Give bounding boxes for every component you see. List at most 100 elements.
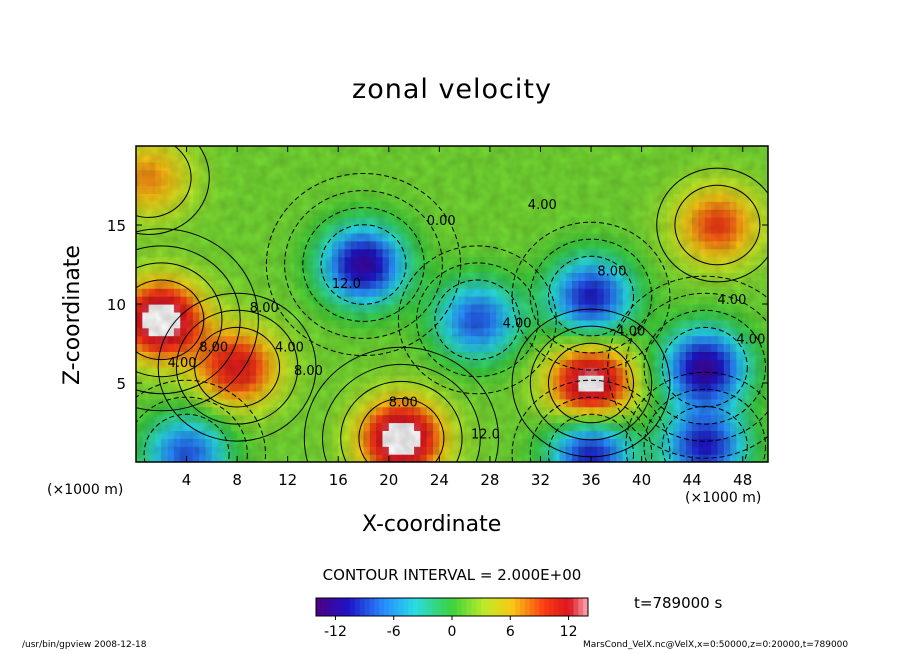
colorbar-tick-label: 6 [506, 624, 515, 640]
colorbar-cell [398, 598, 404, 616]
contour-line [643, 309, 766, 425]
contour-line [303, 346, 499, 462]
colorbar-cell [524, 598, 531, 616]
x-tick-label: 4 [182, 471, 192, 489]
colorbar-cell [379, 598, 385, 616]
colorbar-cell [539, 598, 545, 616]
contour-line [511, 379, 671, 462]
colorbar: -12 -6 0 6 12 [315, 597, 589, 640]
contour-line [302, 207, 425, 322]
contour-line [136, 146, 210, 235]
colorbar-cell [447, 598, 453, 616]
colorbar-cell [583, 598, 589, 616]
x-tick-label: 8 [232, 471, 242, 489]
contour-line [143, 413, 230, 462]
contour-line [136, 262, 223, 378]
contour-line [397, 245, 557, 395]
contour-label: 8.00 [199, 340, 228, 355]
contour-label: 12.0 [471, 427, 500, 442]
contour-label: 4.00 [717, 293, 746, 308]
x-tick-label: 24 [430, 471, 449, 489]
contour-line [136, 245, 241, 395]
contour-line [661, 405, 748, 462]
contour-label-group: 8.004.0012.00.004.008.004.004.008.0012.0… [168, 198, 766, 442]
contour-label: 8.00 [597, 265, 626, 280]
colorbar-cell [325, 598, 331, 616]
colorbar-cell [563, 598, 569, 616]
contour-line [136, 396, 248, 462]
colorbar-cell [452, 598, 458, 616]
colorbar-cell [364, 598, 370, 616]
contour-line [136, 379, 266, 462]
colorbar-cell [437, 598, 443, 616]
contour-line [320, 224, 407, 305]
colorbar-tick-label: -12 [324, 624, 347, 640]
contour-line [136, 146, 192, 218]
footer-right-text: MarsCond_VelX.nc@VelX,x=0:50000,z=0:2000… [583, 640, 849, 650]
x-tick-label: 16 [329, 471, 348, 489]
contour-line [284, 190, 443, 339]
colorbar-cell [529, 598, 535, 616]
colorbar-cell [316, 598, 322, 616]
y-tick-label: 15 [107, 217, 126, 235]
contour-line [607, 275, 768, 459]
contour-line [358, 398, 445, 462]
colorbar-cell [466, 598, 472, 616]
colorbar-cell [544, 598, 550, 616]
y-tick-label: 10 [107, 296, 126, 314]
contour-line [175, 309, 299, 425]
colorbar-cell [393, 598, 399, 616]
colorbar-cell [432, 598, 438, 616]
contour-line [548, 413, 634, 462]
colorbar-cell [359, 598, 365, 616]
contour-label: 4.00 [736, 333, 765, 348]
colorbar-tick-label: -6 [387, 624, 401, 640]
colorbar-cell [418, 598, 424, 616]
contour-interval-text: CONTOUR INTERVAL = 2.000E+00 [322, 566, 582, 584]
chart-title: zonal velocity [352, 74, 552, 105]
contour-line [548, 255, 634, 337]
footer-left-text: /usr/bin/gpview 2008-12-18 [22, 640, 147, 650]
colorbar-cell [330, 598, 336, 616]
colorbar-cell [568, 598, 574, 616]
texture-overlay [136, 146, 768, 462]
colorbar-cell [486, 598, 492, 616]
contour-line [265, 173, 462, 356]
colorbar-tick-label: 0 [448, 624, 457, 640]
contour-line [511, 221, 671, 371]
contour-label: 4.00 [503, 317, 532, 332]
contour-label: 4.00 [275, 340, 304, 355]
contour-line [434, 279, 521, 361]
colorbar-cell [471, 598, 477, 616]
colorbar-cell [558, 598, 565, 616]
colorbar-cell [510, 598, 516, 616]
colorbar-cell [515, 598, 521, 616]
contour-line [529, 396, 653, 462]
y-tick-label: 5 [116, 375, 126, 393]
colorbar-cell [476, 598, 482, 616]
colorbar-tick-label: 12 [560, 624, 578, 640]
colorbar-cell [554, 598, 560, 616]
contour-label: 8.00 [250, 301, 279, 316]
colorbar-cell [495, 598, 501, 616]
colorbar-cell [520, 598, 526, 616]
contour-label: 8.00 [294, 364, 323, 379]
colorbar-cell [422, 598, 429, 616]
x-tick-label: 36 [581, 471, 600, 489]
colorbar-cell [403, 598, 409, 616]
contour-line [656, 167, 768, 283]
contour-line [529, 325, 653, 441]
colorbar-cell [573, 598, 579, 616]
y-axis-label: Z-coordinate [60, 245, 85, 385]
x-unit-label-left: (×1000 m) [47, 482, 124, 498]
contour-lines [136, 146, 768, 462]
contour-line [674, 184, 761, 266]
colorbar-cell [442, 598, 448, 616]
colorbar-cell [320, 598, 327, 616]
x-unit-label-right: (×1000 m) [685, 490, 762, 506]
x-tick-label: 28 [480, 471, 499, 489]
contour-line [194, 326, 281, 408]
colorbar-cell [534, 598, 540, 616]
